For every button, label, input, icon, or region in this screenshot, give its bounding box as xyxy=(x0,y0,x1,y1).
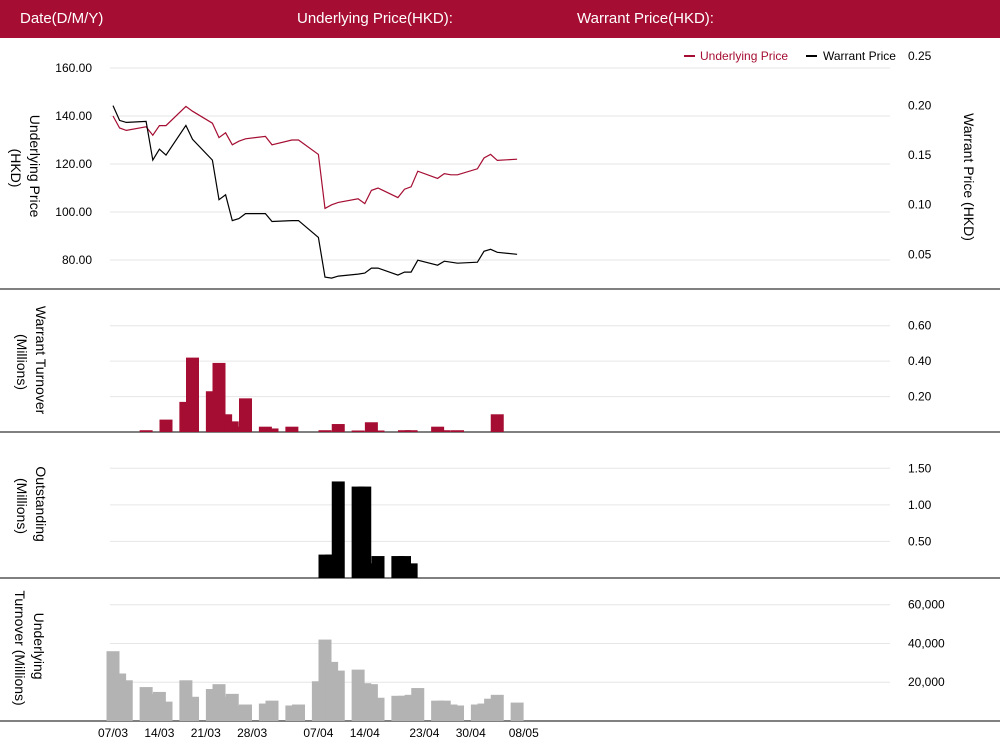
x-tick-label: 14/03 xyxy=(144,726,174,740)
x-tick-label: 14/04 xyxy=(350,726,380,740)
x-tick-label: 21/03 xyxy=(191,726,221,740)
bar-warrant-turnover xyxy=(398,430,411,432)
y-axis-title-underlying-turnover: Underlying Turnover (Millions) xyxy=(12,590,47,705)
bar-warrant-turnover xyxy=(285,426,299,432)
y-tick-label-right: 0.50 xyxy=(908,534,932,548)
y-axis-title-warrant-turnover-line1: Warrant Turnover xyxy=(33,306,49,415)
y-axis-title-outstanding-line2: (Millions) xyxy=(14,478,30,534)
y-tick-label-right: 1.00 xyxy=(908,498,932,512)
y-tick-label-left: 80.00 xyxy=(62,253,92,267)
y-tick-label-right: 0.60 xyxy=(908,319,932,333)
y-tick-label-right: 0.20 xyxy=(908,390,932,404)
bar-underlying-turnover xyxy=(451,705,464,721)
bar-underlying-turnover xyxy=(371,697,385,721)
y-tick-label-right: 20,000 xyxy=(908,675,945,689)
date-label: Date(D/M/Y) xyxy=(20,10,104,27)
legend-underlying-price: Underlying Price xyxy=(700,49,788,63)
bar-warrant-turnover xyxy=(239,398,252,432)
bar-outstanding xyxy=(331,481,345,578)
x-tick-label: 28/03 xyxy=(237,726,267,740)
y-axis-title-warrant-price: Warrant Price (HKD) xyxy=(961,113,977,241)
bar-outstanding xyxy=(358,486,372,578)
warrant-price-label: Warrant Price(HKD): xyxy=(577,10,714,27)
y-tick-label-right: 1.50 xyxy=(908,461,932,475)
bar-warrant-turnover xyxy=(437,430,451,432)
underlying-price-label: Underlying Price(HKD): xyxy=(297,10,453,27)
y-axis-title-underlying-price: Underlying Price (HKD) xyxy=(8,115,43,222)
bar-underlying-turnover xyxy=(292,704,305,721)
y-axis-title-warrant-turnover-line2: (Millions) xyxy=(14,334,30,390)
x-tick-label: 08/05 xyxy=(509,726,539,740)
y-tick-label-left: 100.00 xyxy=(55,205,92,219)
bar-warrant-turnover xyxy=(258,426,272,432)
bar-warrant-turnover xyxy=(225,421,239,432)
y-tick-label-right: 0.20 xyxy=(908,99,932,113)
bar-underlying-turnover xyxy=(411,688,425,721)
y-tick-label-right: 0.25 xyxy=(908,49,932,63)
y-tick-label-left: 120.00 xyxy=(55,157,92,171)
bar-underlying-turnover xyxy=(510,702,524,721)
bar-warrant-turnover xyxy=(431,426,445,432)
bar-warrant-turnover xyxy=(351,430,365,432)
bar-warrant-turnover xyxy=(490,414,504,432)
bar-warrant-turnover xyxy=(186,357,199,432)
bar-underlying-turnover xyxy=(119,680,133,721)
bar-outstanding xyxy=(404,563,418,578)
y-tick-label-right: 0.15 xyxy=(908,148,932,162)
bar-warrant-turnover xyxy=(318,430,332,432)
y-tick-label-right: 40,000 xyxy=(908,636,945,650)
bar-warrant-turnover xyxy=(159,419,173,432)
bar-warrant-turnover xyxy=(265,428,279,432)
y-tick-label-right: 0.05 xyxy=(908,247,932,261)
bar-underlying-turnover xyxy=(265,700,279,721)
y-tick-label-right: 0.40 xyxy=(908,354,932,368)
series-line-warrant-price xyxy=(112,105,518,279)
y-axis-title-underlying-price-line1: Underlying Price xyxy=(27,115,43,218)
bar-warrant-turnover xyxy=(331,424,345,432)
bar-warrant-turnover xyxy=(364,422,378,432)
bar-warrant-turnover xyxy=(139,430,153,432)
y-tick-label-left: 140.00 xyxy=(55,109,92,123)
bar-underlying-turnover xyxy=(159,701,173,721)
header-bar: Date(D/M/Y) Underlying Price(HKD): Warra… xyxy=(0,0,1000,38)
bar-warrant-turnover xyxy=(232,426,246,432)
y-tick-label-left: 160.00 xyxy=(55,61,92,75)
legend-warrant-price: Warrant Price xyxy=(823,49,896,63)
x-tick-label: 23/04 xyxy=(409,726,439,740)
y-tick-label-right: 60,000 xyxy=(908,598,945,612)
bar-warrant-turnover xyxy=(404,430,418,432)
bar-warrant-turnover xyxy=(371,430,385,432)
x-tick-label: 30/04 xyxy=(456,726,486,740)
x-tick-label: 07/04 xyxy=(303,726,333,740)
bar-underlying-turnover xyxy=(331,670,345,721)
y-axis-title-outstanding-line1: Outstanding xyxy=(33,466,49,542)
y-tick-label-right: 0.10 xyxy=(908,198,932,212)
y-axis-title-outstanding: Outstanding (Millions) xyxy=(14,466,49,545)
bar-underlying-turnover xyxy=(490,694,504,721)
y-axis-title-underlying-price-line2: (HKD) xyxy=(8,149,24,188)
y-axis-title-warrant-turnover: Warrant Turnover (Millions) xyxy=(14,306,49,418)
bar-underlying-turnover xyxy=(239,704,252,721)
series-line-underlying-price xyxy=(112,105,518,210)
y-axis-title-underlying-turnover-line2: Turnover (Millions) xyxy=(12,590,28,705)
y-axis-title-underlying-turnover-line1: Underlying xyxy=(31,613,47,680)
bar-warrant-turnover xyxy=(451,430,464,432)
bar-outstanding xyxy=(371,556,385,578)
bar-underlying-turnover xyxy=(186,696,199,721)
x-tick-label: 07/03 xyxy=(98,726,128,740)
